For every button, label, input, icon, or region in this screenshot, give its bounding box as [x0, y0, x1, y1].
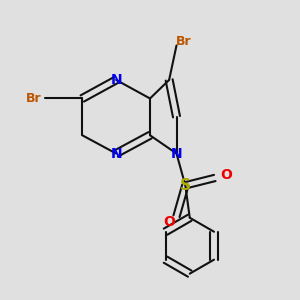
Text: S: S — [180, 178, 191, 193]
Text: O: O — [163, 215, 175, 229]
Text: O: O — [220, 168, 232, 182]
Text: Br: Br — [26, 92, 41, 105]
Text: N: N — [110, 73, 122, 87]
Text: N: N — [171, 146, 182, 161]
Text: Br: Br — [176, 34, 192, 48]
Text: N: N — [110, 146, 122, 161]
